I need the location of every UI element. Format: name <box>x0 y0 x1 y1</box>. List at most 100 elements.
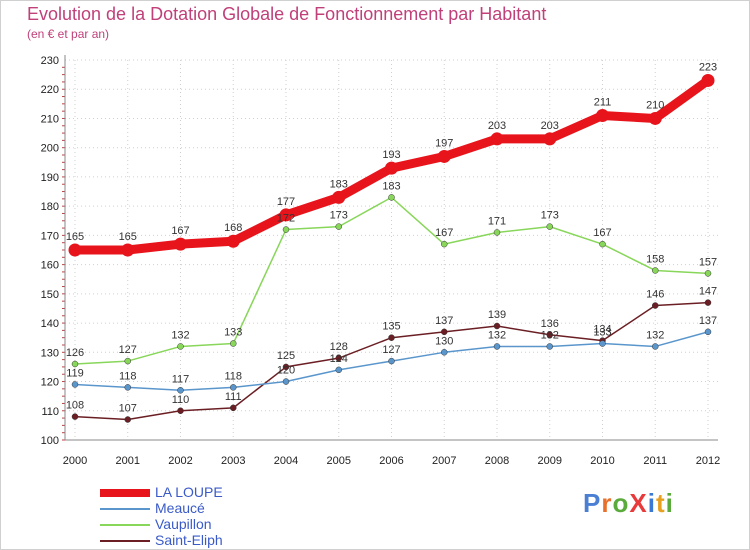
data-point <box>282 378 290 385</box>
data-point <box>648 111 662 125</box>
y-tick-label: 110 <box>41 406 59 418</box>
data-point <box>385 161 398 175</box>
data-label: 203 <box>488 120 506 132</box>
data-label: 132 <box>646 329 664 341</box>
data-label: 127 <box>119 344 137 356</box>
data-label: 107 <box>119 403 137 415</box>
data-point <box>493 343 501 350</box>
data-labels: 165 165 167 168 177 183 193 197 203 203 211 210 223 1… <box>66 61 717 414</box>
data-point <box>335 366 342 374</box>
data-label: 137 <box>435 315 453 327</box>
y-tick-label: 130 <box>41 347 59 359</box>
data-label: 135 <box>382 321 400 333</box>
data-point <box>174 237 187 251</box>
y-tick-label: 180 <box>41 201 59 213</box>
data-point <box>230 340 237 347</box>
data-label: 126 <box>66 347 84 359</box>
data-label: 139 <box>488 309 506 321</box>
data-label: 211 <box>594 97 612 109</box>
data-point <box>124 384 131 391</box>
legend-swatch <box>100 540 150 542</box>
data-label: 132 <box>488 329 506 341</box>
legend-label: Saint-Eliph <box>155 532 223 548</box>
data-label: 111 <box>225 391 242 403</box>
data-label: 171 <box>488 215 506 227</box>
data-label: 193 <box>382 149 400 161</box>
data-point <box>704 299 712 306</box>
data-point <box>230 404 237 412</box>
legend: LA LOUPE Meaucé Vaupillon Saint-Eliph <box>100 484 360 549</box>
data-label: 146 <box>646 289 664 301</box>
line-chart: 100 110 120 130 140 150 160 170 180 190 200 210 220 2… <box>41 55 720 467</box>
data-point <box>124 357 131 365</box>
data-label: 130 <box>435 335 453 347</box>
data-point <box>71 381 79 388</box>
data-label: 108 <box>66 400 84 412</box>
data-label: 118 <box>224 370 242 382</box>
x-tick-label: 2010 <box>590 455 614 467</box>
legend-item: Saint-Eliph <box>100 532 360 549</box>
y-tick-label: 210 <box>41 113 59 125</box>
data-label: 173 <box>330 210 348 222</box>
data-point <box>652 267 659 274</box>
chart-subtitle: (en € et par an) <box>27 27 110 41</box>
x-tick-label: 2001 <box>116 455 140 467</box>
x-tick-label: 2005 <box>327 455 351 467</box>
data-label: 157 <box>699 256 717 268</box>
data-point <box>335 354 342 362</box>
data-point <box>388 194 395 201</box>
data-point <box>121 243 135 257</box>
x-tick-label: 2002 <box>168 455 192 467</box>
data-point <box>704 328 712 336</box>
data-point <box>701 73 715 87</box>
data-label: 119 <box>66 367 84 379</box>
data-label: 128 <box>330 341 348 353</box>
data-label: 118 <box>119 370 137 382</box>
data-point <box>441 240 448 248</box>
y-tick-label: 230 <box>41 55 59 67</box>
y-tick-label: 190 <box>41 172 59 184</box>
data-point <box>68 243 82 257</box>
data-label: 183 <box>330 178 348 190</box>
data-point <box>543 132 557 146</box>
x-tick-label: 2000 <box>63 455 87 467</box>
legend-swatch <box>100 508 150 510</box>
data-point <box>282 226 290 233</box>
data-label: 133 <box>593 327 611 339</box>
chart-title: Evolution de la Dotation Globale de Fonc… <box>27 4 547 24</box>
x-tick-label: 2011 <box>643 455 667 467</box>
y-tick-label: 150 <box>41 289 59 301</box>
y-tick-label: 100 <box>41 435 59 447</box>
x-tick-label: 2006 <box>379 455 403 467</box>
logo-letter: t <box>655 488 666 518</box>
data-point <box>282 363 290 371</box>
legend-swatch <box>100 524 150 526</box>
data-label: 137 <box>699 315 717 327</box>
data-point <box>546 343 553 350</box>
legend-label: Vaupillon <box>155 516 212 532</box>
x-tick-label: 2003 <box>221 455 245 467</box>
legend-item: LA LOUPE <box>100 484 360 501</box>
data-label: 132 <box>541 329 559 341</box>
data-point <box>441 349 448 356</box>
data-point <box>493 229 501 236</box>
data-label: 136 <box>541 318 559 330</box>
data-label: 120 <box>277 365 295 377</box>
data-point <box>177 387 184 394</box>
logo-letter: P <box>583 488 602 518</box>
data-point <box>388 334 395 341</box>
data-label: 167 <box>171 225 189 237</box>
data-point <box>652 302 659 309</box>
data-label: 124 <box>330 353 348 365</box>
y-tick-label: 170 <box>41 230 59 242</box>
data-point <box>490 132 504 146</box>
logo-letter: i <box>647 488 656 518</box>
data-label: 167 <box>593 227 611 239</box>
data-label: 133 <box>224 327 242 339</box>
data-label: 134 <box>593 324 611 336</box>
data-point <box>493 322 501 330</box>
data-label: 172 <box>277 213 295 225</box>
data-point <box>546 223 553 230</box>
legend-item: Meaucé <box>100 500 360 517</box>
y-tick-label: 120 <box>41 377 59 389</box>
